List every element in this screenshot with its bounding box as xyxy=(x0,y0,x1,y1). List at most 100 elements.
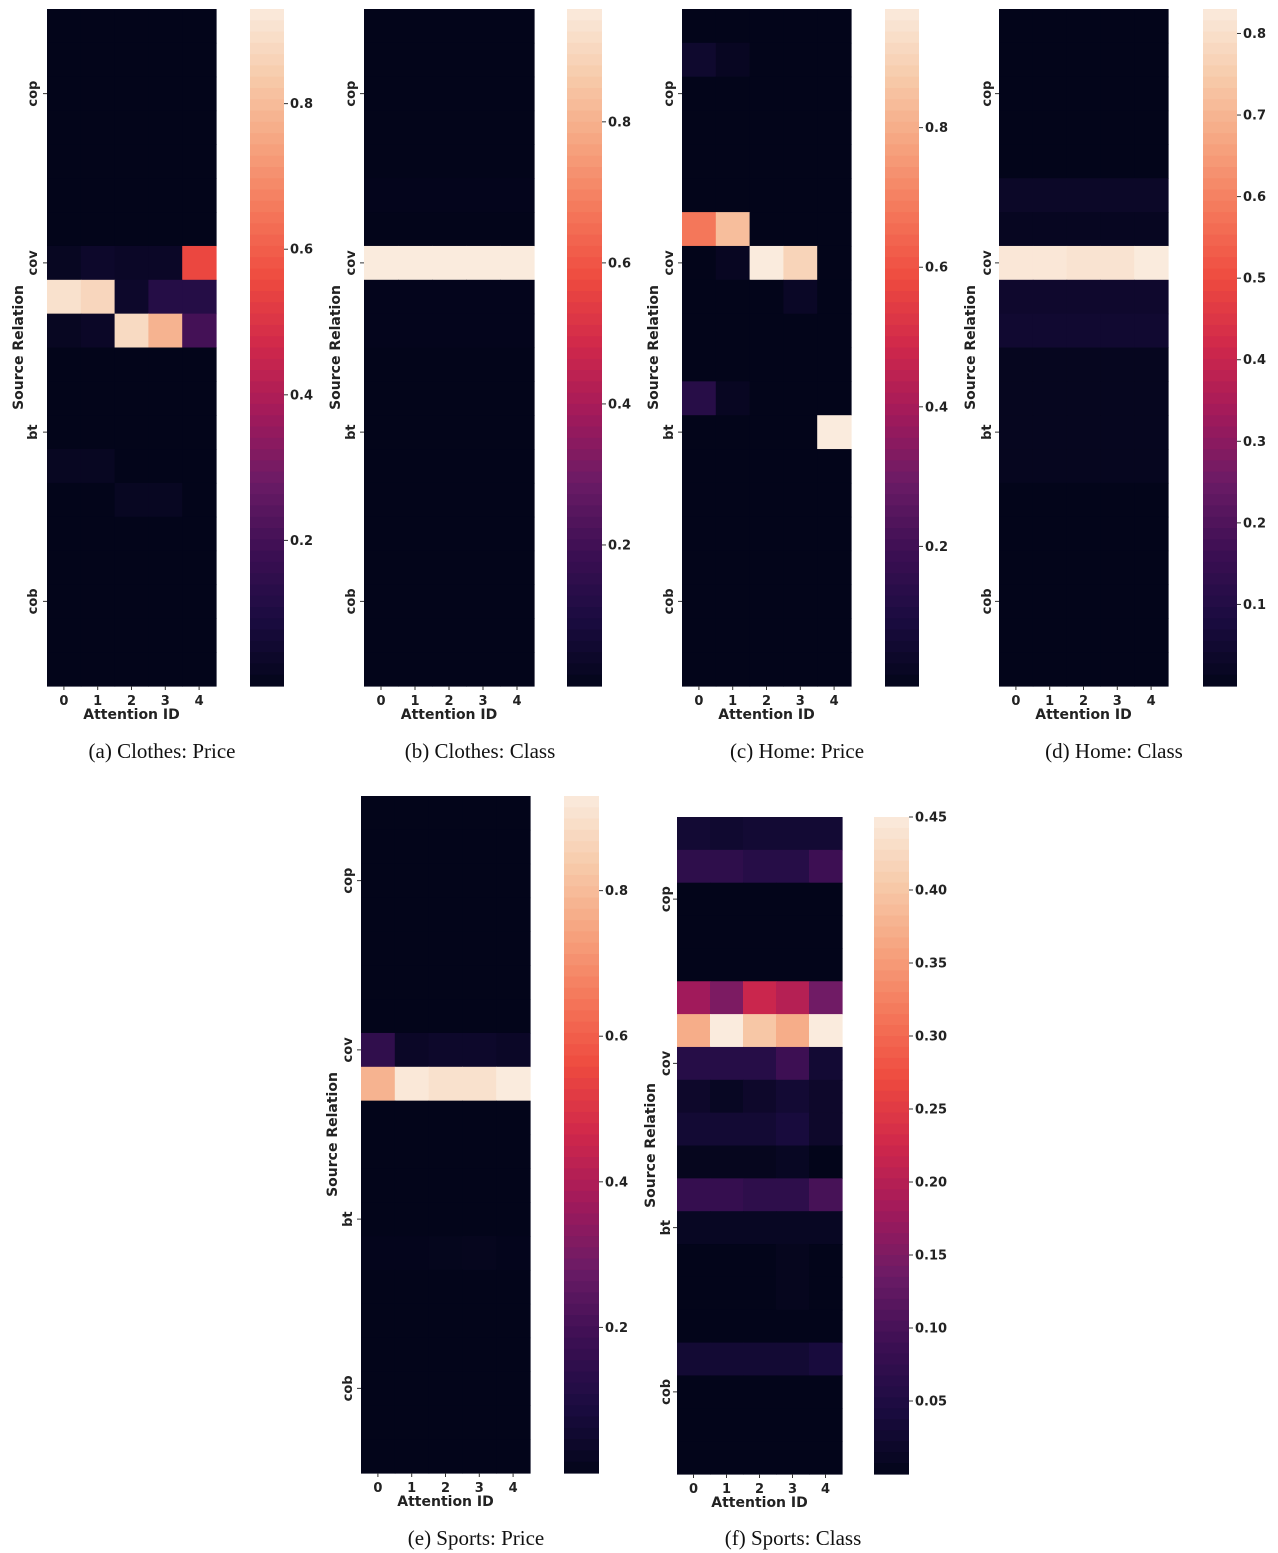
heatmap-cell xyxy=(364,279,399,315)
heatmap-cell xyxy=(500,550,535,586)
heatmap-cell xyxy=(394,897,430,932)
colorbar-strip xyxy=(564,874,599,887)
heatmap-cell xyxy=(500,449,535,484)
colorbar-strip xyxy=(567,561,602,574)
colorbar-strip xyxy=(564,1258,599,1271)
colorbar-strip xyxy=(250,20,284,33)
heatmap-cell xyxy=(743,1112,777,1147)
heatmap-cell xyxy=(432,313,467,349)
heatmap-cell xyxy=(1066,42,1101,78)
colorbar-strip xyxy=(1203,437,1237,450)
heatmap-cell xyxy=(1066,212,1101,247)
colorbar-strip xyxy=(250,640,284,653)
x-axis-label: Attention ID xyxy=(718,707,814,723)
colorbar-strip xyxy=(567,415,602,428)
heatmap-cell xyxy=(1066,449,1101,484)
heatmap-cell xyxy=(148,313,183,349)
colorbar-tick-label: 0.35 xyxy=(915,957,947,972)
heatmap-cell xyxy=(394,863,430,899)
colorbar-strip xyxy=(250,99,284,112)
heatmap-cell xyxy=(677,1375,711,1409)
heatmap-cell xyxy=(715,279,751,315)
heatmap-cell xyxy=(432,381,467,416)
heatmap-cell xyxy=(783,584,818,619)
heatmap-cell xyxy=(817,42,852,78)
heatmap-cell xyxy=(394,1371,430,1406)
colorbar-strip xyxy=(567,110,602,123)
heatmap-cell xyxy=(428,1303,463,1339)
heatmap-cell xyxy=(361,829,396,865)
heatmap-cell xyxy=(364,449,399,484)
heatmap-cell xyxy=(783,42,818,78)
colorbar-strip xyxy=(564,1360,599,1373)
colorbar-strip xyxy=(885,561,919,574)
heatmap-cell xyxy=(1134,212,1169,247)
colorbar-strip xyxy=(567,42,602,55)
colorbar-strip xyxy=(1203,336,1237,349)
colorbar-strip xyxy=(567,494,602,507)
heatmap-cell xyxy=(743,1408,777,1442)
heatmap-cell xyxy=(749,212,784,247)
colorbar-strip xyxy=(874,1287,909,1300)
heatmap-cell xyxy=(394,1337,430,1373)
y-axis-label: Source Relation xyxy=(646,285,662,410)
colorbar-strip xyxy=(1203,505,1237,518)
colorbar-strip xyxy=(250,42,284,55)
colorbar-strip xyxy=(250,65,284,78)
heatmap-cell xyxy=(682,347,717,382)
heatmap-cell xyxy=(182,449,217,484)
colorbar-strip xyxy=(564,1190,599,1203)
colorbar-strip xyxy=(250,595,284,608)
heatmap-cell xyxy=(466,550,501,586)
colorbar-strip xyxy=(567,76,602,89)
heatmap-cell xyxy=(47,347,82,382)
heatmap-cell xyxy=(364,76,399,112)
colorbar-strip xyxy=(567,471,602,484)
heatmap-cell xyxy=(817,245,852,281)
colorbar-strip xyxy=(250,144,284,157)
x-tick-label: 1 xyxy=(407,1481,416,1496)
colorbar-strip xyxy=(1203,516,1237,529)
heatmap-cell xyxy=(776,882,810,917)
colorbar-strip xyxy=(1203,663,1237,676)
colorbar-strip xyxy=(250,279,284,292)
heatmap-cell xyxy=(462,1236,497,1271)
colorbar-strip xyxy=(874,1167,909,1179)
heatmap-cell xyxy=(776,1309,810,1344)
colorbar-strip xyxy=(250,76,284,89)
heatmap-cell xyxy=(776,1145,810,1179)
heatmap-cell xyxy=(817,482,852,518)
heatmap-cell xyxy=(148,449,183,484)
colorbar-strip xyxy=(250,178,284,191)
colorbar-strip xyxy=(874,1112,909,1125)
colorbar-strip xyxy=(1203,652,1237,665)
heatmap-cell xyxy=(80,482,116,518)
colorbar-strip xyxy=(250,166,284,179)
heatmap-cell xyxy=(682,449,717,484)
heatmap-cell xyxy=(47,212,82,247)
heatmap-cell xyxy=(715,618,751,653)
heatmap-cell xyxy=(398,110,433,145)
heatmap-cell xyxy=(432,449,467,484)
colorbar-strip xyxy=(1203,629,1237,642)
heatmap-cell xyxy=(809,1079,843,1114)
colorbar-strip xyxy=(564,796,599,808)
colorbar-strip xyxy=(567,550,602,563)
heatmap-cell xyxy=(364,347,399,382)
y-tick-label: cov xyxy=(26,250,41,276)
heatmap-cell xyxy=(809,915,843,949)
heatmap-cell xyxy=(394,829,430,865)
heatmap-cell xyxy=(749,42,784,78)
colorbar-strip xyxy=(564,818,599,831)
heatmap-cell xyxy=(715,415,751,450)
heatmap-cell xyxy=(500,212,535,247)
y-tick-label: bt xyxy=(341,1211,356,1227)
colorbar-strip xyxy=(250,54,284,67)
heatmap-cell xyxy=(182,652,217,687)
panel-caption: (e) Sports: Price xyxy=(408,1526,544,1550)
heatmap-cell xyxy=(500,415,535,450)
colorbar-strip xyxy=(885,652,919,665)
heatmap-cell xyxy=(809,1178,843,1212)
heatmap-cell xyxy=(47,482,82,518)
